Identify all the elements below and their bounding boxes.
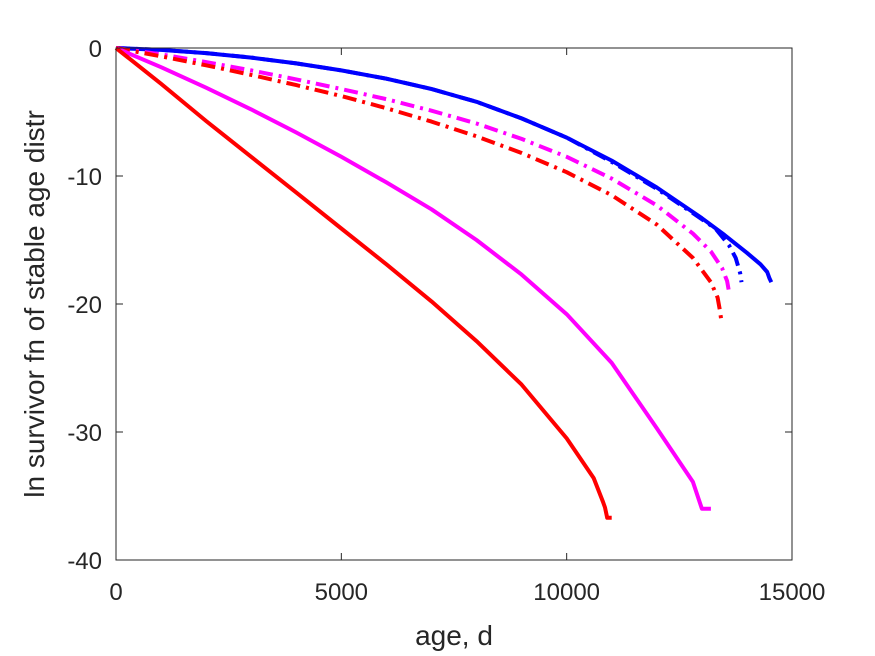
x-tick-label: 10000: [533, 579, 600, 606]
x-axis-label: age, d: [415, 620, 493, 651]
plot-area: [116, 48, 792, 560]
series-lines: [114, 46, 774, 520]
series-line-2: [115, 46, 744, 283]
y-tick-label: -40: [67, 548, 102, 575]
y-tick-label: 0: [89, 36, 102, 63]
series-line-6: [114, 46, 612, 520]
y-tick-label: -30: [67, 420, 102, 447]
y-tick-label: -10: [67, 164, 102, 191]
series-line-5: [115, 46, 711, 511]
series-line-3: [115, 46, 731, 292]
y-axis-label: ln survivor fn of stable age distr: [19, 110, 50, 498]
x-tick-label: 15000: [759, 579, 826, 606]
y-tick-label: -20: [67, 292, 102, 319]
axis-ticks: 0 5000 10000 15000 0 -10 -20 -30 -40: [67, 36, 825, 606]
x-tick-label: 5000: [315, 579, 368, 606]
x-tick-label: 0: [109, 579, 122, 606]
